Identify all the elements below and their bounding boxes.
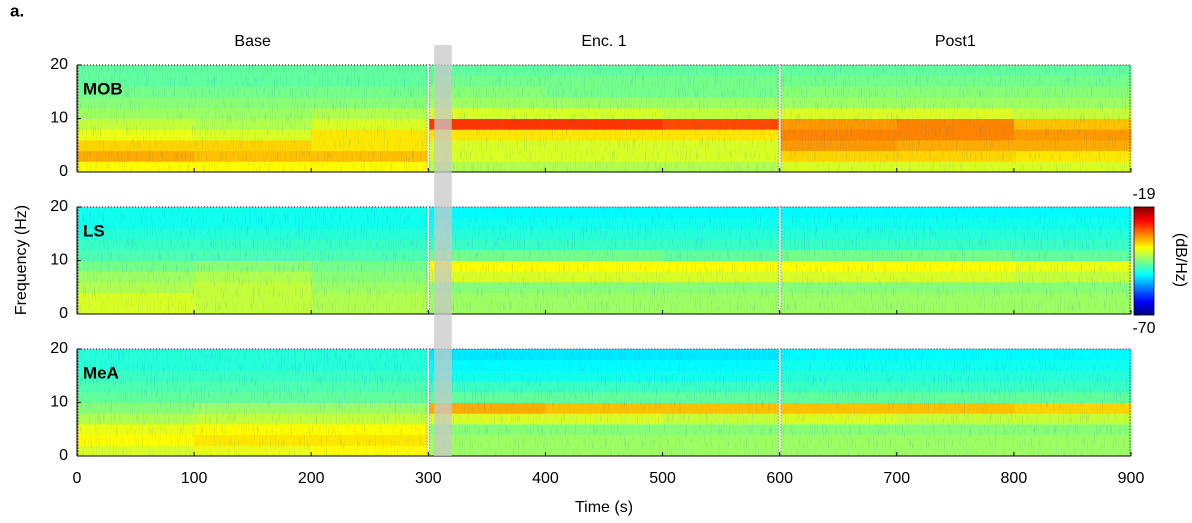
x-tick-label: 500	[649, 470, 676, 487]
segment-label: Enc. 1	[581, 33, 626, 50]
x-tick-label: 300	[415, 470, 442, 487]
x-tick-label: 600	[766, 470, 793, 487]
panel-label: MeA	[83, 363, 119, 382]
x-tick-label: 200	[298, 470, 325, 487]
panel-label: LS	[83, 221, 105, 240]
panel-label: MOB	[83, 79, 123, 98]
y-tick-label: 0	[59, 447, 68, 464]
x-tick-label: 900	[1118, 470, 1145, 487]
y-tick-label: 10	[50, 110, 68, 127]
spectrogram-panel	[77, 349, 1132, 457]
segment-label: Base	[234, 33, 271, 50]
x-tick-label: 400	[532, 470, 559, 487]
segment-label: Post1	[935, 33, 976, 50]
colorbar-tick-label: -70	[1132, 320, 1155, 337]
x-tick-label: 100	[181, 470, 208, 487]
shaded-region	[434, 45, 452, 456]
y-tick-label: 20	[50, 340, 68, 357]
y-tick-label: 20	[50, 198, 68, 215]
spectrogram-panel	[77, 65, 1132, 173]
y-tick-label: 20	[50, 56, 68, 73]
colorbar-tick-label: -19	[1132, 186, 1155, 203]
panel-letter: a.	[10, 1, 24, 20]
texture	[77, 207, 1131, 314]
y-tick-label: 10	[50, 394, 68, 411]
texture	[77, 349, 1131, 456]
x-axis-label: Time (s)	[575, 499, 633, 516]
colorbar	[1133, 206, 1155, 316]
x-tick-label: 700	[883, 470, 910, 487]
y-tick-label: 0	[59, 163, 68, 180]
colorbar-label: (dB/Hz)	[1172, 233, 1189, 287]
y-axis-label: Frequency (Hz)	[13, 205, 30, 315]
x-tick-label: 0	[73, 470, 82, 487]
texture	[77, 65, 1131, 172]
y-tick-label: 0	[59, 305, 68, 322]
y-tick-label: 10	[50, 252, 68, 269]
x-tick-label: 800	[1001, 470, 1028, 487]
spectrogram-panel	[77, 207, 1132, 315]
